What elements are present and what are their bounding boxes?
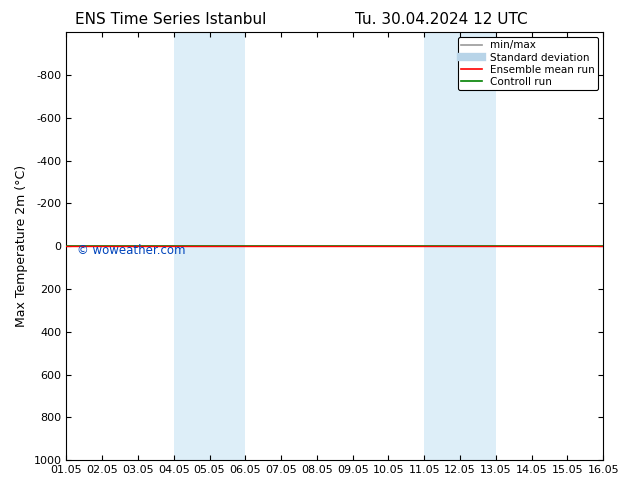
Bar xyxy=(424,32,496,460)
Bar xyxy=(174,32,245,460)
Text: ENS Time Series Istanbul: ENS Time Series Istanbul xyxy=(75,12,266,27)
Y-axis label: Max Temperature 2m (°C): Max Temperature 2m (°C) xyxy=(15,165,28,327)
Text: © woweather.com: © woweather.com xyxy=(77,244,186,257)
Legend: min/max, Standard deviation, Ensemble mean run, Controll run: min/max, Standard deviation, Ensemble me… xyxy=(458,37,598,90)
Text: Tu. 30.04.2024 12 UTC: Tu. 30.04.2024 12 UTC xyxy=(355,12,527,27)
